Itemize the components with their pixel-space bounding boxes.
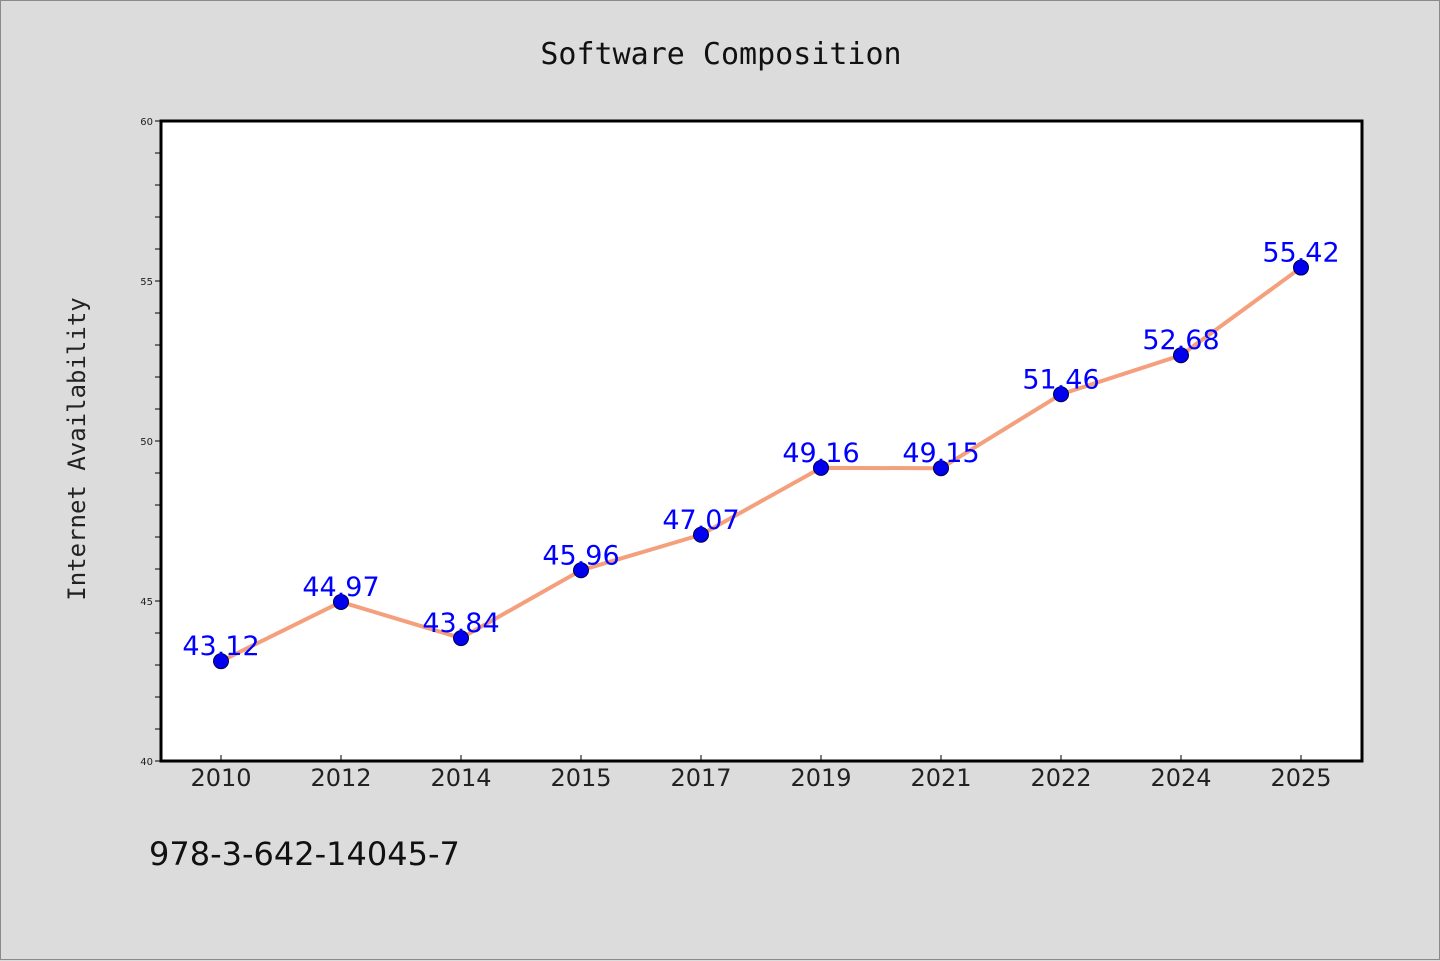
data-label: 44.97 xyxy=(302,572,379,603)
x-tick-label: 2025 xyxy=(1270,764,1331,792)
data-label: 49.15 xyxy=(902,438,979,469)
data-point xyxy=(693,526,709,543)
x-tick-label: 2010 xyxy=(190,764,251,792)
y-tick-label: 55 xyxy=(140,277,153,288)
data-label: 55.42 xyxy=(1262,238,1339,269)
data-label: 52.68 xyxy=(1142,325,1219,356)
x-tick-label: 2015 xyxy=(550,764,611,792)
y-tick-label: 45 xyxy=(140,597,153,608)
y-axis-ticks: 40 45 50 55 60 xyxy=(140,117,161,768)
data-point xyxy=(933,460,949,477)
y-tick-label: 40 xyxy=(140,757,153,768)
data-label: 49.16 xyxy=(782,438,859,469)
data-label: 51.46 xyxy=(1022,364,1099,395)
data-label: 43.12 xyxy=(182,631,259,662)
chart-title: Software Composition xyxy=(540,37,901,72)
data-point xyxy=(813,459,829,476)
data-point xyxy=(1053,386,1069,403)
plot-border xyxy=(159,119,1364,763)
plot-area xyxy=(161,121,1362,761)
x-tick-label: 2022 xyxy=(1030,764,1091,792)
y-tick-label: 50 xyxy=(140,437,153,448)
x-tick-label: 2019 xyxy=(790,764,851,792)
data-labels: 43.12 44.97 43.84 45.96 47.07 49.16 49.15 51.46… xyxy=(182,238,1339,663)
y-axis-label: Internet Availability xyxy=(63,297,91,600)
series-line xyxy=(219,265,1303,664)
data-point xyxy=(453,630,469,647)
data-point xyxy=(333,593,349,610)
data-point xyxy=(1173,347,1189,364)
x-tick-label: 2014 xyxy=(430,764,491,792)
x-tick-label: 2024 xyxy=(1150,764,1211,792)
data-label: 45.96 xyxy=(542,540,619,571)
x-tick-label: 2021 xyxy=(910,764,971,792)
data-markers xyxy=(213,259,1309,670)
x-tick-label: 2012 xyxy=(310,764,371,792)
data-label: 43.84 xyxy=(422,608,499,639)
x-axis-ticks: 2010 2012 2014 2015 2017 2019 2021 2022 2024 2025 xyxy=(190,755,1332,792)
x-tick-label: 2017 xyxy=(670,764,731,792)
data-label: 47.07 xyxy=(662,505,739,536)
isbn-text: 978-3-642-14045-7 xyxy=(149,835,460,873)
data-point xyxy=(573,562,589,579)
y-tick-label: 60 xyxy=(140,117,153,128)
data-point xyxy=(213,653,229,670)
data-point xyxy=(1293,259,1309,276)
series-line-group xyxy=(219,265,1303,664)
